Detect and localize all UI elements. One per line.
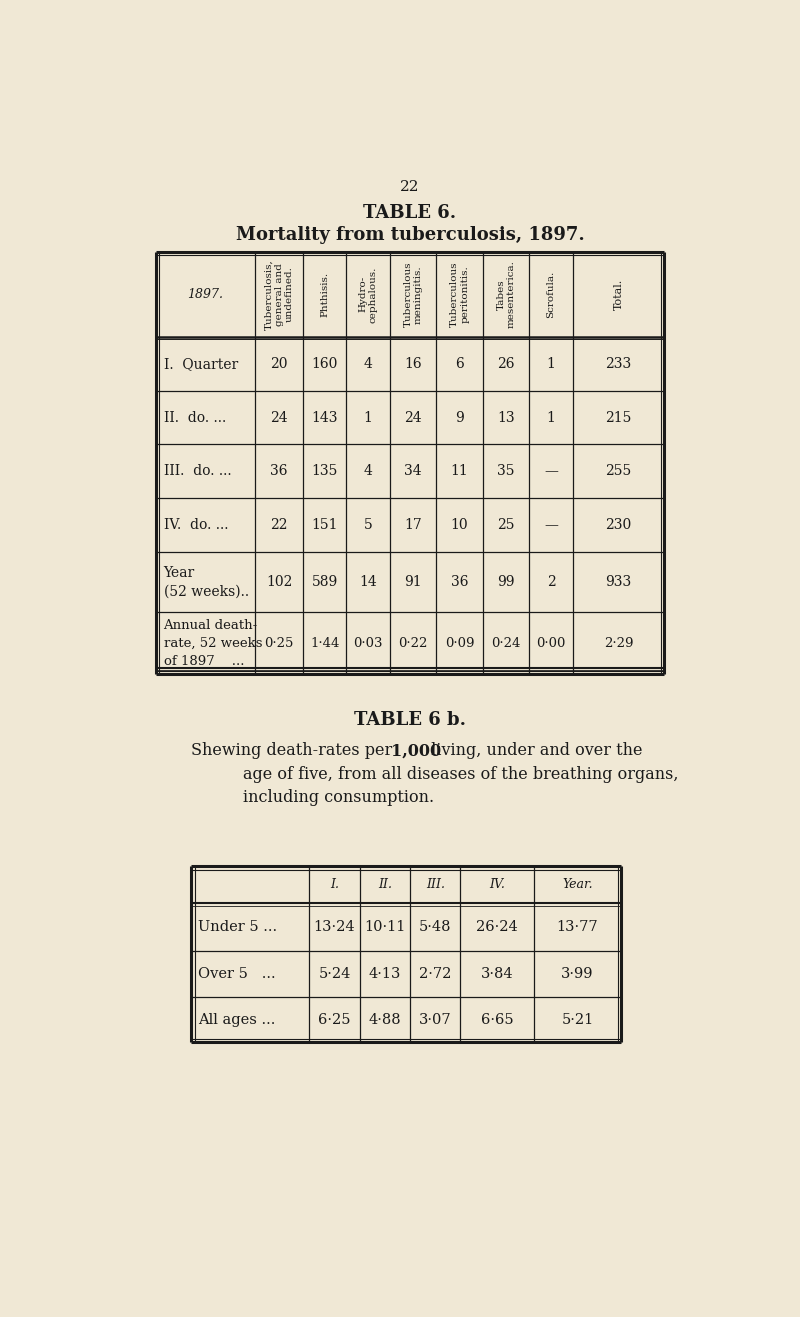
Text: Phthisis.: Phthisis.	[320, 271, 330, 317]
Text: 34: 34	[404, 465, 422, 478]
Text: 2·72: 2·72	[419, 967, 451, 981]
Text: 1,000: 1,000	[390, 743, 441, 760]
Text: Annual death-
rate, 52 weeks
of 1897    ...: Annual death- rate, 52 weeks of 1897 ...	[163, 619, 262, 668]
Text: 14: 14	[359, 576, 377, 589]
Text: Shewing death-rates per: Shewing death-rates per	[191, 743, 398, 760]
Text: 3·84: 3·84	[481, 967, 514, 981]
Text: 26: 26	[498, 357, 515, 370]
Text: 0·22: 0·22	[398, 636, 428, 649]
Text: 5·21: 5·21	[562, 1013, 594, 1027]
Text: III.: III.	[426, 878, 445, 892]
Text: Mortality from tuberculosis, 1897.: Mortality from tuberculosis, 1897.	[236, 227, 584, 244]
Text: 4: 4	[364, 465, 373, 478]
Text: 99: 99	[498, 576, 515, 589]
Text: 0·09: 0·09	[445, 636, 474, 649]
Text: Scrofula.: Scrofula.	[546, 271, 555, 317]
Text: Year
(52 weeks)..: Year (52 weeks)..	[163, 565, 249, 599]
Text: 5·24: 5·24	[318, 967, 350, 981]
Text: 10: 10	[450, 519, 469, 532]
Text: 91: 91	[404, 576, 422, 589]
Text: II.  do. ...: II. do. ...	[163, 411, 226, 424]
Text: 933: 933	[606, 576, 632, 589]
Text: living, under and over the: living, under and over the	[426, 743, 642, 760]
Text: 4·88: 4·88	[369, 1013, 401, 1027]
Text: 230: 230	[606, 519, 632, 532]
Text: 13·24: 13·24	[314, 921, 355, 934]
Text: 24: 24	[404, 411, 422, 424]
Text: Tuberculosis,
general and
undefined.: Tuberculosis, general and undefined.	[264, 259, 294, 329]
Text: 2·29: 2·29	[604, 636, 634, 649]
Text: All ages ...: All ages ...	[198, 1013, 275, 1027]
Text: 151: 151	[311, 519, 338, 532]
Text: 3·07: 3·07	[419, 1013, 451, 1027]
Text: 11: 11	[450, 465, 469, 478]
Text: 3·99: 3·99	[561, 967, 594, 981]
Text: 0·00: 0·00	[536, 636, 566, 649]
Text: 9: 9	[455, 411, 464, 424]
Text: 5: 5	[364, 519, 373, 532]
Text: TABLE 6 b.: TABLE 6 b.	[354, 711, 466, 730]
Text: —: —	[544, 519, 558, 532]
Text: TABLE 6.: TABLE 6.	[363, 204, 457, 223]
Text: 4: 4	[364, 357, 373, 370]
Text: 13: 13	[498, 411, 515, 424]
Text: —: —	[544, 465, 558, 478]
Text: 26·24: 26·24	[476, 921, 518, 934]
Text: Tuberculous
peritonitis.: Tuberculous peritonitis.	[450, 262, 470, 327]
Text: Hydro-
cephalous.: Hydro- cephalous.	[358, 266, 378, 323]
Text: 1: 1	[546, 357, 555, 370]
Text: age of five, from all diseases of the breathing organs,: age of five, from all diseases of the br…	[243, 765, 679, 782]
Text: IV.  do. ...: IV. do. ...	[163, 519, 228, 532]
Text: 36: 36	[451, 576, 468, 589]
Text: III.  do. ...: III. do. ...	[163, 465, 231, 478]
Text: 215: 215	[606, 411, 632, 424]
Text: including consumption.: including consumption.	[243, 789, 434, 806]
Text: 102: 102	[266, 576, 292, 589]
Text: 1897.: 1897.	[187, 288, 223, 300]
Text: 160: 160	[311, 357, 338, 370]
Text: Total.: Total.	[614, 279, 623, 309]
Text: Under 5 ...: Under 5 ...	[198, 921, 277, 934]
Text: Over 5   ...: Over 5 ...	[198, 967, 275, 981]
Text: 13·77: 13·77	[557, 921, 598, 934]
Text: 6·65: 6·65	[481, 1013, 514, 1027]
Text: 17: 17	[404, 519, 422, 532]
Text: Tabes
mesenterica.: Tabes mesenterica.	[496, 261, 516, 328]
Text: 0·03: 0·03	[354, 636, 383, 649]
Text: 35: 35	[498, 465, 515, 478]
Text: 233: 233	[606, 357, 632, 370]
Text: 1·44: 1·44	[310, 636, 339, 649]
Text: 6·25: 6·25	[318, 1013, 350, 1027]
Text: 0·25: 0·25	[264, 636, 294, 649]
Text: 36: 36	[270, 465, 288, 478]
Text: 2: 2	[546, 576, 555, 589]
Text: I.  Quarter: I. Quarter	[163, 357, 238, 370]
Text: IV.: IV.	[490, 878, 505, 892]
Text: II.: II.	[378, 878, 392, 892]
Text: I.: I.	[330, 878, 339, 892]
Text: Tuberculous
meningitis.: Tuberculous meningitis.	[403, 262, 422, 327]
Text: 10·11: 10·11	[364, 921, 406, 934]
Text: 589: 589	[312, 576, 338, 589]
Text: 1: 1	[546, 411, 555, 424]
Text: 22: 22	[270, 519, 288, 532]
Text: 255: 255	[606, 465, 632, 478]
Text: 1: 1	[364, 411, 373, 424]
Text: 5·48: 5·48	[419, 921, 451, 934]
Text: 0·24: 0·24	[491, 636, 521, 649]
Text: 143: 143	[311, 411, 338, 424]
Text: Year.: Year.	[562, 878, 593, 892]
Text: 20: 20	[270, 357, 288, 370]
Text: 22: 22	[400, 180, 420, 195]
Text: 4·13: 4·13	[369, 967, 401, 981]
Text: 135: 135	[311, 465, 338, 478]
Text: 24: 24	[270, 411, 288, 424]
Text: 25: 25	[498, 519, 515, 532]
Text: 16: 16	[404, 357, 422, 370]
Text: 6: 6	[455, 357, 464, 370]
